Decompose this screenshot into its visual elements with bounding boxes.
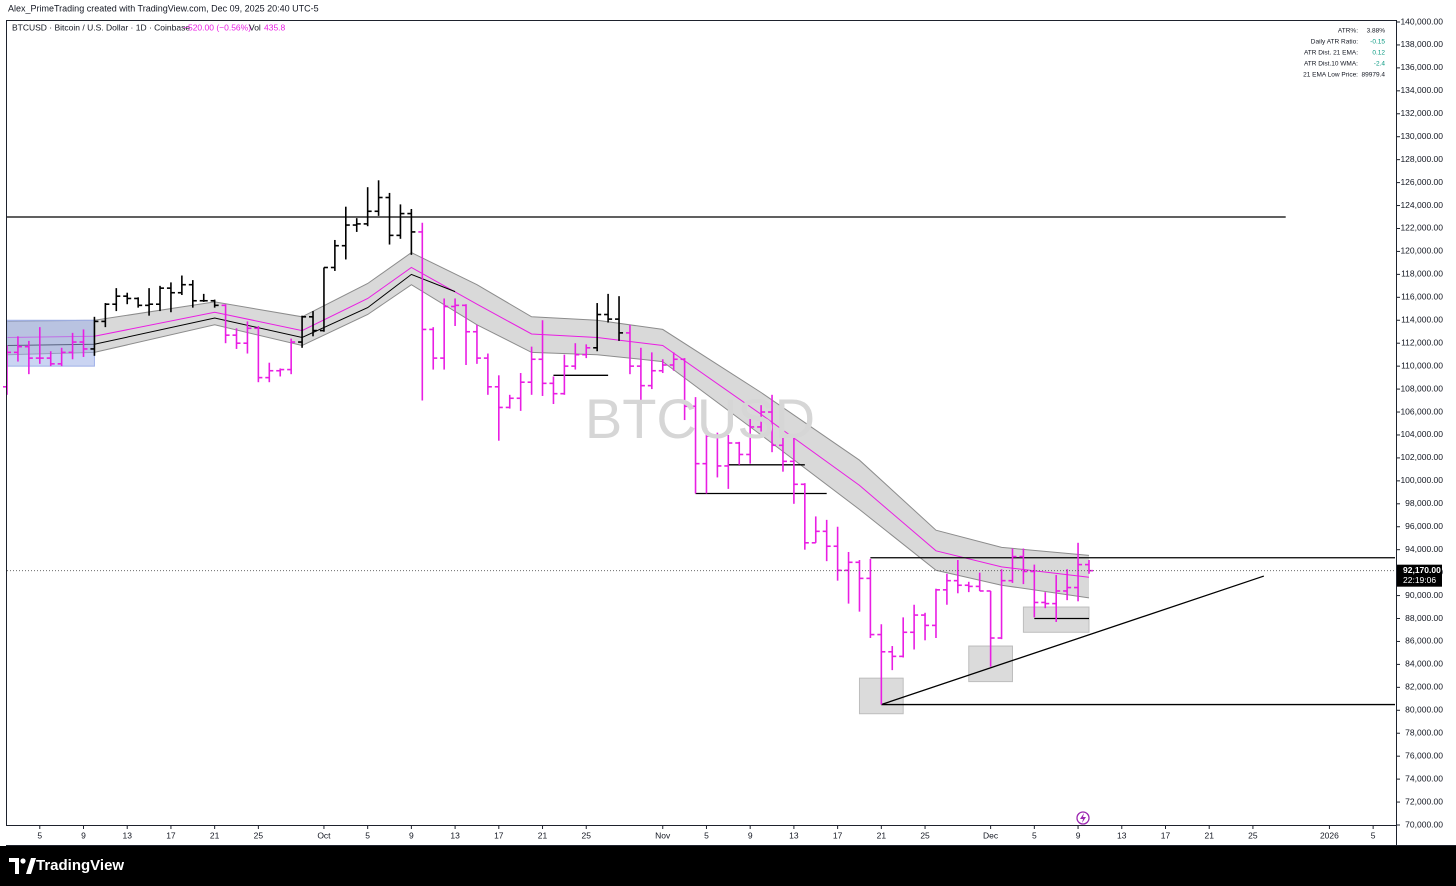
last-price-label: 92,170.00 <box>1403 565 1441 575</box>
countdown-label: 22:19:06 <box>1403 575 1436 585</box>
y-tick-label: 132,000.00 <box>1400 108 1443 118</box>
y-tick-label: 140,000.00 <box>1400 16 1443 26</box>
y-tick-label: 116,000.00 <box>1401 292 1443 302</box>
y-tick-label: 136,000.00 <box>1400 62 1443 72</box>
x-tick-label: 17 <box>833 830 843 840</box>
x-tick-label: 25 <box>254 830 264 840</box>
stat-label: Daily ATR Ratio: <box>1311 39 1358 46</box>
x-tick-label: 9 <box>748 830 753 840</box>
y-tick-label: 104,000.00 <box>1400 429 1443 439</box>
x-tick-label: 5 <box>365 830 370 840</box>
y-tick-label: 126,000.00 <box>1400 177 1443 187</box>
y-tick-label: 120,000.00 <box>1400 246 1443 256</box>
stat-label: ATR%: <box>1338 28 1358 35</box>
legend-title: BTCUSD · Bitcoin / U.S. Dollar · 1D · Co… <box>12 22 190 32</box>
x-tick-label: 21 <box>1204 830 1214 840</box>
y-tick-label: 90,000.00 <box>1405 590 1443 600</box>
brand-name[interactable]: TradingView <box>36 857 124 874</box>
y-tick-label: 86,000.00 <box>1405 636 1443 646</box>
y-tick-label: 100,000.00 <box>1400 475 1443 485</box>
legend-volume: 435.8 <box>264 22 286 32</box>
y-tick-label: 84,000.00 <box>1405 659 1443 669</box>
x-tick-label: 13 <box>789 830 799 840</box>
x-tick-label: 9 <box>409 830 414 840</box>
credit: Alex_PrimeTrading created with TradingVi… <box>8 3 319 13</box>
replay-icon <box>1076 811 1090 825</box>
stat-value: -0.15 <box>1370 39 1385 46</box>
x-tick-label: Nov <box>655 830 671 840</box>
watermark: BTCUSD <box>585 387 815 450</box>
y-tick-label: 122,000.00 <box>1400 223 1443 233</box>
y-tick-label: 70,000.00 <box>1405 819 1443 829</box>
bars-layer <box>3 180 1093 705</box>
x-tick-label: 5 <box>1371 830 1376 840</box>
y-tick-label: 138,000.00 <box>1400 39 1443 49</box>
x-tick-label: 21 <box>210 830 220 840</box>
y-tick-label: 98,000.00 <box>1405 498 1443 508</box>
y-tick-label: 72,000.00 <box>1405 796 1443 806</box>
x-tick-label: 17 <box>166 830 176 840</box>
y-tick-label: 112,000.00 <box>1401 337 1443 347</box>
x-tick-label: 9 <box>1076 830 1081 840</box>
stat-label: ATR Dist.10 WMA: <box>1304 61 1358 68</box>
stat-value: 3.88% <box>1367 28 1386 35</box>
trend-line <box>881 575 1265 706</box>
stat-value: 0.12 <box>1372 50 1385 57</box>
y-tick-label: 108,000.00 <box>1400 383 1443 393</box>
x-tick-label: Dec <box>983 830 999 840</box>
stat-value: -2.4 <box>1374 61 1386 68</box>
x-tick-label: 17 <box>494 830 504 840</box>
y-tick-label: 106,000.00 <box>1400 406 1443 416</box>
y-tick-label: 128,000.00 <box>1400 154 1443 164</box>
y-tick-label: 82,000.00 <box>1405 682 1443 692</box>
y-tick-label: 80,000.00 <box>1405 705 1443 715</box>
ema-line <box>6 266 1090 578</box>
band-layer <box>6 252 1090 599</box>
band-area <box>7 252 1089 598</box>
x-tick-label: 17 <box>1161 830 1171 840</box>
y-tick-label: 78,000.00 <box>1405 727 1443 737</box>
y-tick-label: 114,000.00 <box>1401 315 1443 325</box>
band-upper <box>6 252 1090 556</box>
stat-value: 89979.4 <box>1362 72 1386 79</box>
y-tick-label: 102,000.00 <box>1400 452 1443 462</box>
x-tick-label: 5 <box>1032 830 1037 840</box>
x-tick-label: 13 <box>450 830 460 840</box>
x-tick-label: 13 <box>1117 830 1127 840</box>
brand-logo <box>9 858 36 874</box>
y-tick-label: 118,000.00 <box>1401 269 1443 279</box>
x-tick-label: 2026 <box>1320 830 1339 840</box>
x-tick-label: 5 <box>704 830 709 840</box>
footer <box>0 846 1456 886</box>
stat-label: 21 EMA Low Price: <box>1303 72 1358 79</box>
x-tick-label: Oct <box>317 830 331 840</box>
axes-layer: 70,000.00 72,000.00 74,000.00 76,000.00 78,0… <box>6 16 1456 846</box>
x-tick-label: 21 <box>877 830 887 840</box>
x-tick-label: 25 <box>920 830 930 840</box>
y-tick-label: 110,000.00 <box>1401 360 1443 370</box>
y-tick-label: 74,000.00 <box>1405 773 1443 783</box>
x-tick-label: 25 <box>582 830 592 840</box>
x-tick-label: 9 <box>81 830 86 840</box>
x-tick-label: 5 <box>37 830 42 840</box>
y-tick-label: 88,000.00 <box>1405 613 1443 623</box>
last-price-box <box>1397 564 1442 587</box>
x-tick-label: 21 <box>538 830 548 840</box>
y-tick-label: 76,000.00 <box>1405 750 1443 760</box>
x-tick-label: 13 <box>122 830 132 840</box>
legend-change: −520.00 (−0.56%) <box>183 22 251 32</box>
y-tick-label: 124,000.00 <box>1400 200 1443 210</box>
stat-label: ATR Dist. 21 EMA: <box>1304 50 1358 57</box>
y-tick-label: 94,000.00 <box>1405 544 1443 554</box>
y-tick-label: 134,000.00 <box>1400 85 1443 95</box>
y-tick-label: 96,000.00 <box>1405 521 1443 531</box>
y-tick-label: 130,000.00 <box>1400 131 1443 141</box>
x-tick-label: 25 <box>1248 830 1258 840</box>
legend-volume-label: Vol <box>249 22 261 32</box>
